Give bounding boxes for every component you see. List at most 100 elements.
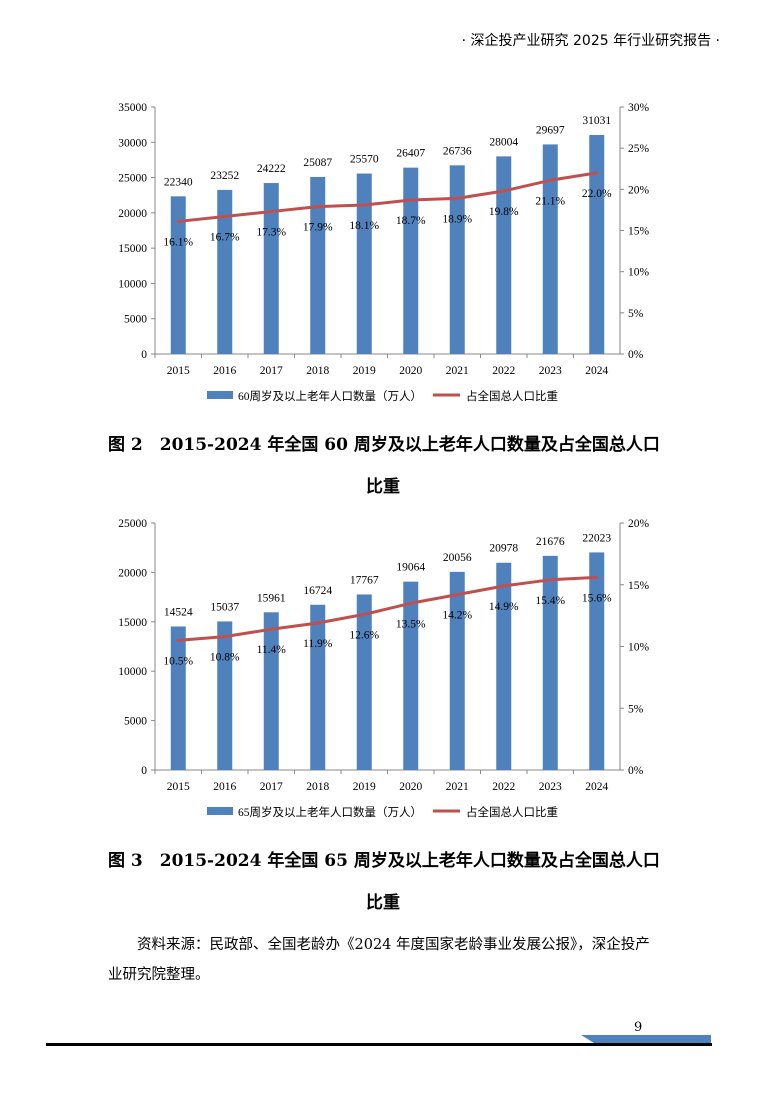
ratio-value-label: 17.3% <box>256 227 286 239</box>
x-axis-tick-label: 2021 <box>446 781 469 793</box>
bar-value-label: 26407 <box>396 148 425 160</box>
bar-value-label: 26736 <box>443 145 472 157</box>
bar-value-label: 20056 <box>443 552 472 564</box>
x-axis-tick-label: 2024 <box>585 365 608 377</box>
ratio-value-label: 16.7% <box>210 232 240 244</box>
footer-rule <box>46 1043 712 1046</box>
figure-2-caption-line2: 比重 <box>366 477 400 497</box>
ratio-value-label: 11.9% <box>303 638 333 650</box>
figure-2-caption-line1: 图 2 2015-2024 年全国 60 周岁及以上老年人口数量及占全国总人口 <box>108 435 660 455</box>
ratio-value-label: 10.5% <box>163 655 193 667</box>
x-axis-tick-label: 2017 <box>260 365 283 377</box>
left-axis-tick-label: 10000 <box>118 666 147 678</box>
x-axis-tick-label: 2015 <box>167 781 190 793</box>
legend-bar-swatch <box>207 807 233 815</box>
right-axis-tick-label: 5% <box>628 703 644 715</box>
ratio-value-label: 12.6% <box>349 629 379 641</box>
ratio-value-label: 13.5% <box>396 618 426 630</box>
ratio-value-label: 19.8% <box>489 206 519 218</box>
footer-accent-bar <box>581 1035 711 1043</box>
figure-3-caption-line2: 比重 <box>366 893 400 913</box>
bar <box>310 604 326 770</box>
right-axis-tick-label: 20% <box>628 518 650 530</box>
left-axis-tick-label: 5000 <box>124 716 147 728</box>
left-axis-tick-label: 15000 <box>118 243 147 255</box>
x-axis-tick-label: 2018 <box>306 781 329 793</box>
bar-value-label: 25087 <box>303 157 332 169</box>
bar <box>403 167 419 354</box>
bar-value-label: 24222 <box>257 163 286 175</box>
ratio-value-label: 10.8% <box>210 652 240 664</box>
x-axis-tick-label: 2022 <box>492 365 515 377</box>
data-source-note: 资料来源：民政部、全国老龄办《2024 年度国家老龄事业发展公报》，深企投产业研… <box>108 937 650 983</box>
x-axis-tick-label: 2015 <box>167 365 190 377</box>
right-axis-tick-label: 5% <box>628 308 644 320</box>
ratio-line <box>176 171 599 223</box>
ratio-value-label: 15.6% <box>582 592 612 604</box>
x-axis-tick-label: 2020 <box>399 781 422 793</box>
bar <box>356 173 372 354</box>
bar <box>310 176 326 354</box>
bar <box>589 135 605 354</box>
x-axis-tick-label: 2021 <box>446 365 469 377</box>
legend-line-label: 占全国总人口比重 <box>466 389 558 403</box>
chart-60-plus: 0 5000 10000 15000 20000 25000 30000 35000 0% 5% 1… <box>0 98 766 410</box>
bar-value-label: 29697 <box>536 124 565 136</box>
right-axis-tick-label: 0% <box>628 349 644 361</box>
left-axis-tick-label: 10000 <box>118 278 147 290</box>
bar-value-label: 17767 <box>350 574 379 586</box>
report-header: · 深企投产业研究 2025 年行业研究报告 · <box>461 33 720 49</box>
bar <box>170 626 186 770</box>
right-axis-tick-label: 15% <box>628 226 650 238</box>
x-axis-tick-label: 2017 <box>260 781 283 793</box>
x-axis-tick-label: 2022 <box>492 781 515 793</box>
ratio-value-label: 18.7% <box>396 215 426 227</box>
bar <box>496 156 512 354</box>
right-axis-tick-label: 15% <box>628 580 650 592</box>
x-axis-tick-label: 2016 <box>213 781 236 793</box>
left-axis-tick-label: 30000 <box>118 137 147 149</box>
x-axis-tick-label: 2019 <box>353 781 376 793</box>
right-axis-tick-label: 25% <box>628 143 650 155</box>
bar <box>449 571 465 770</box>
bar-value-label: 15961 <box>257 592 286 604</box>
ratio-value-label: 17.9% <box>303 222 333 234</box>
bar-value-label: 22340 <box>164 176 193 188</box>
x-axis-tick-label: 2023 <box>539 781 562 793</box>
left-axis-tick-label: 20000 <box>118 567 147 579</box>
x-axis-tick-label: 2016 <box>213 365 236 377</box>
bar <box>403 581 419 770</box>
ratio-value-label: 14.2% <box>442 610 472 622</box>
left-axis-tick-label: 25000 <box>118 518 147 530</box>
x-axis-tick-label: 2023 <box>539 365 562 377</box>
bar-value-label: 19064 <box>396 562 425 574</box>
left-axis-tick-label: 25000 <box>118 173 147 185</box>
bar-value-label: 20978 <box>489 543 518 555</box>
figure-3-caption-line1: 图 3 2015-2024 年全国 65 周岁及以上老年人口数量及占全国总人口 <box>108 851 660 871</box>
bar-value-label: 22023 <box>582 532 611 544</box>
bar <box>542 144 558 354</box>
bar <box>263 612 279 770</box>
bar <box>217 189 233 354</box>
left-axis-tick-label: 0 <box>141 765 147 777</box>
bar-value-label: 16724 <box>303 585 332 597</box>
chart-60-plus-svg: 0 5000 10000 15000 20000 25000 30000 35000 0% 5% 1… <box>118 102 650 403</box>
right-axis-tick-label: 0% <box>628 765 644 777</box>
left-axis-tick-label: 15000 <box>118 617 147 629</box>
chart-65-plus-svg: 0 5000 10000 15000 20000 25000 0% 5% 10% 15% 20% 14… <box>118 518 650 819</box>
left-axis-tick-label: 0 <box>141 349 147 361</box>
ratio-value-label: 16.1% <box>163 236 193 248</box>
bar <box>170 196 186 354</box>
bar <box>217 621 233 770</box>
ratio-value-label: 15.4% <box>535 595 565 607</box>
right-axis-tick-label: 20% <box>628 184 650 196</box>
ratio-value-label: 18.9% <box>442 213 472 225</box>
right-axis-tick-label: 10% <box>628 642 650 654</box>
left-axis-tick-label: 20000 <box>118 208 147 220</box>
bar-value-label: 14524 <box>164 607 193 619</box>
bar <box>449 165 465 354</box>
ratio-value-label: 22.0% <box>582 188 612 200</box>
bar <box>356 594 372 770</box>
legend-bar-swatch <box>207 391 233 399</box>
left-axis-tick-label: 5000 <box>124 314 147 326</box>
